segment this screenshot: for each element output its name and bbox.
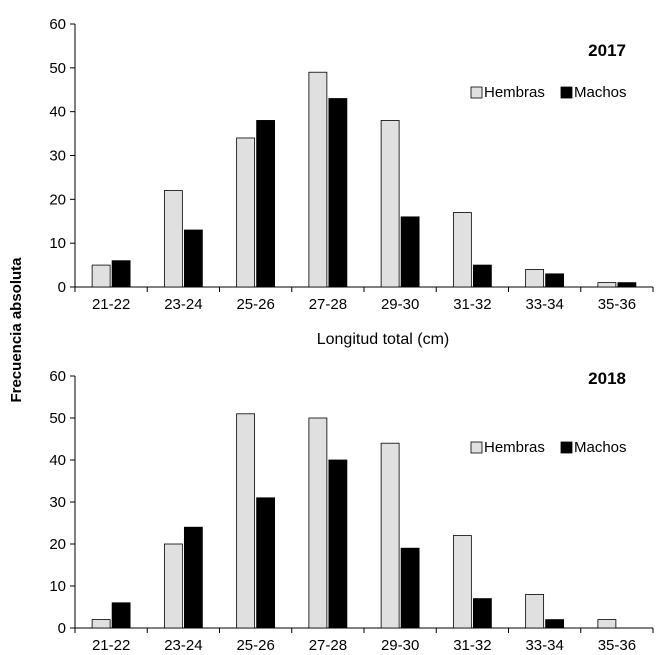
x-tick-label: 31-32 bbox=[453, 296, 491, 313]
x-tick-label: 27-28 bbox=[309, 296, 347, 313]
bar-machos-31-32 bbox=[472, 598, 492, 629]
x-tick-label: 25-26 bbox=[236, 637, 274, 654]
x-tick-label: 33-34 bbox=[525, 637, 563, 654]
bar-hembras-29-30 bbox=[380, 442, 400, 629]
y-tick-label: 0 bbox=[58, 620, 66, 637]
bar-hembras-25-26 bbox=[236, 413, 256, 629]
chart-panel-2017: 2017 Longitud total (cm) 0 10 20 30 40 50 60 21… bbox=[49, 16, 654, 348]
bar-hembras-31-32 bbox=[452, 212, 472, 288]
legend-swatch-hembras bbox=[470, 86, 483, 99]
panel-title: 2017 bbox=[588, 41, 626, 60]
bar-machos-25-26 bbox=[256, 497, 276, 629]
bar-machos-21-22 bbox=[111, 260, 131, 288]
x-tick-label: 21-22 bbox=[92, 637, 130, 654]
y-axis-label: Frecuencia absoluta bbox=[8, 257, 25, 403]
x-tick-label: 27-28 bbox=[309, 637, 347, 654]
bar-machos-21-22 bbox=[111, 602, 131, 629]
legend-label-machos: Machos bbox=[574, 439, 627, 456]
x-tick-label: 33-34 bbox=[525, 296, 563, 313]
y-tick-label: 60 bbox=[49, 16, 66, 33]
x-tick-label: 35-36 bbox=[598, 637, 636, 654]
bar-hembras-35-36 bbox=[597, 282, 617, 288]
legend-swatch-machos bbox=[560, 86, 573, 99]
y-tick-label: 0 bbox=[58, 279, 66, 296]
chart-panel-2018: 2018 0 10 20 30 40 50 60 21-22 23-24 25-26 27-28 29… bbox=[49, 368, 654, 654]
y-tick-label: 60 bbox=[49, 368, 66, 385]
bar-hembras-21-22 bbox=[91, 619, 111, 629]
x-tick-label: 23-24 bbox=[164, 296, 202, 313]
bar-hembras-35-36 bbox=[597, 619, 617, 629]
bar-hembras-27-28 bbox=[308, 71, 328, 288]
bar-hembras-23-24 bbox=[163, 543, 183, 629]
y-tick-label: 10 bbox=[49, 578, 66, 595]
bar-machos-27-28 bbox=[328, 459, 348, 629]
x-tick-label: 31-32 bbox=[453, 637, 491, 654]
bar-machos-35-36 bbox=[617, 282, 637, 288]
bar-machos-29-30 bbox=[400, 547, 420, 629]
panel-title: 2018 bbox=[588, 369, 626, 388]
x-tick-label: 35-36 bbox=[598, 296, 636, 313]
bar-hembras-25-26 bbox=[236, 137, 256, 288]
bar-hembras-33-34 bbox=[525, 594, 545, 629]
legend-swatch-machos bbox=[560, 441, 573, 454]
y-tick-label: 50 bbox=[49, 60, 66, 77]
bar-hembras-31-32 bbox=[452, 535, 472, 629]
x-axis-label: Longitud total (cm) bbox=[317, 331, 450, 348]
legend-label-machos: Machos bbox=[574, 84, 627, 101]
y-tick-label: 30 bbox=[49, 494, 66, 511]
bar-machos-33-34 bbox=[545, 619, 565, 629]
bar-hembras-21-22 bbox=[91, 264, 111, 288]
x-tick-label: 29-30 bbox=[381, 637, 419, 654]
bar-machos-23-24 bbox=[183, 526, 203, 629]
y-tick-label: 10 bbox=[49, 235, 66, 252]
y-tick-label: 20 bbox=[49, 536, 66, 553]
y-tick-label: 40 bbox=[49, 452, 66, 469]
y-tick-label: 30 bbox=[49, 148, 66, 165]
x-tick-label: 29-30 bbox=[381, 296, 419, 313]
bar-hembras-29-30 bbox=[380, 120, 400, 288]
bar-machos-25-26 bbox=[256, 120, 276, 288]
legend-label-hembras: Hembras bbox=[484, 439, 545, 456]
bar-machos-23-24 bbox=[183, 229, 203, 288]
bar-machos-31-32 bbox=[472, 264, 492, 288]
bar-machos-29-30 bbox=[400, 216, 420, 288]
x-tick-label: 21-22 bbox=[92, 296, 130, 313]
x-tick-label: 25-26 bbox=[236, 296, 274, 313]
y-tick-label: 50 bbox=[49, 410, 66, 427]
x-tick-label: 23-24 bbox=[164, 637, 202, 654]
legend-swatch-hembras bbox=[470, 441, 483, 454]
bar-hembras-27-28 bbox=[308, 417, 328, 629]
y-tick-label: 40 bbox=[49, 104, 66, 121]
bar-hembras-23-24 bbox=[163, 190, 183, 288]
bar-machos-33-34 bbox=[545, 273, 565, 288]
bar-machos-27-28 bbox=[328, 98, 348, 288]
y-tick-label: 20 bbox=[49, 191, 66, 208]
legend-label-hembras: Hembras bbox=[484, 84, 545, 101]
bar-hembras-33-34 bbox=[525, 269, 545, 288]
